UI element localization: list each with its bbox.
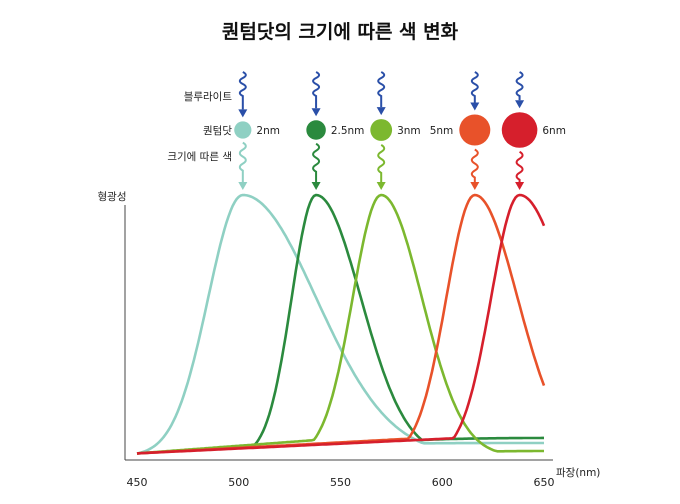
blue-light-wave: [238, 71, 247, 110]
emitted-light-arrowhead: [470, 182, 480, 190]
blue-light-arrowhead: [311, 108, 321, 117]
emitted-light-wave: [377, 144, 386, 183]
dot-size-label: 3nm: [397, 125, 421, 137]
emission-curves: [136, 193, 546, 455]
emission-curve: [136, 193, 544, 455]
blue-light-arrowhead: [238, 109, 248, 118]
quantum-dot: [234, 121, 252, 139]
emitted-light-wave: [312, 142, 321, 183]
quantum-dot: [370, 119, 393, 141]
x-tick-label: 600: [432, 476, 453, 489]
emission-curve: [136, 193, 546, 455]
blue-light-arrowhead: [515, 100, 525, 109]
y-axis-label: 형광성: [98, 191, 127, 203]
emission-curve: [136, 193, 544, 455]
row-label-quantum-dot: 퀀텀닷: [203, 125, 232, 137]
blue-light-wave: [312, 71, 321, 109]
blue-light-wave: [377, 71, 386, 108]
x-tick-label: 650: [534, 476, 555, 489]
emitted-light-arrowhead: [376, 182, 386, 190]
x-tick-label: 450: [127, 476, 148, 489]
dot-size-label: 6nm: [542, 125, 566, 137]
row-label-color-by-size: 크기에 따른 색: [167, 151, 232, 163]
blue-light-wave: [515, 71, 524, 101]
x-tick-label: 500: [228, 476, 249, 489]
emitted-light-arrowhead: [515, 182, 525, 190]
dot-size-label: 2nm: [256, 125, 280, 137]
diagram-title: 퀀텀닷의 크기에 따른 색 변화: [222, 21, 459, 43]
emission-curve: [136, 193, 544, 455]
row-label-blue-light: 블루라이트: [184, 91, 233, 103]
emitted-light-arrowhead: [311, 182, 321, 190]
quantum-dot: [306, 120, 326, 140]
blue-light-arrowhead: [470, 102, 480, 111]
x-ticks: 450 500 550 600 650: [127, 476, 555, 489]
emitted-light-wave: [238, 141, 247, 183]
x-axis-label: 파장(nm): [556, 467, 600, 479]
quantum-dot: [459, 114, 491, 146]
quantum-dot: [501, 112, 538, 148]
blue-light-arrowhead: [376, 107, 386, 116]
blue-light-wave: [470, 71, 479, 103]
dot-size-label: 2.5nm: [331, 125, 365, 137]
emitted-light-wave: [515, 150, 524, 183]
dot-size-label: 5nm: [430, 125, 454, 137]
emitted-light-wave: [470, 148, 479, 183]
quantum-dot-columns: 2nm 2.5nm 3nm 5nm 6nm: [234, 71, 566, 190]
emitted-light-arrowhead: [238, 182, 248, 190]
x-tick-label: 550: [330, 476, 351, 489]
